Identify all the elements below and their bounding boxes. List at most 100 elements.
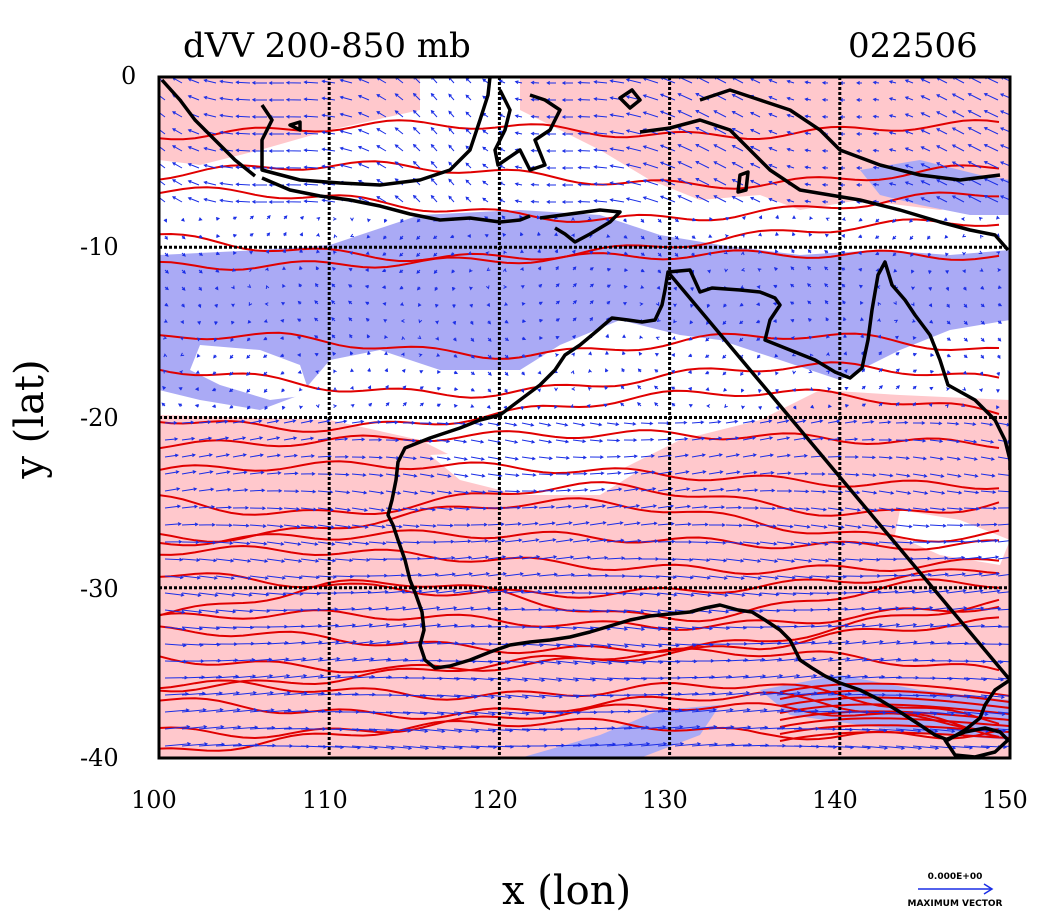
wind-vector-arrow	[394, 195, 404, 203]
wind-vector-arrow	[793, 558, 813, 563]
wind-vector-arrow	[951, 127, 965, 135]
wind-vector-arrow	[911, 269, 915, 274]
wind-vector-arrow	[912, 507, 930, 512]
wind-vector-arrow	[265, 267, 269, 272]
wind-vector-arrow	[504, 473, 520, 478]
wind-vector-arrow	[1032, 320, 1035, 323]
wind-vector-arrow	[980, 506, 998, 511]
wind-vector-arrow	[775, 231, 779, 237]
wind-vector-arrow	[731, 111, 744, 118]
wind-vector-arrow	[282, 283, 286, 288]
wind-vector-arrow	[435, 336, 440, 341]
wind-vector-arrow	[810, 558, 830, 563]
wind-vector-arrow	[264, 302, 269, 306]
wind-vector-arrow	[946, 539, 965, 544]
wind-vector-arrow	[929, 370, 935, 374]
wind-vector-arrow	[999, 195, 1010, 201]
wind-vector-arrow	[638, 351, 643, 356]
wind-vector-arrow	[593, 148, 608, 152]
wind-vector-arrow	[980, 354, 985, 359]
wind-vector-arrow	[214, 320, 218, 326]
wind-vector-arrow	[198, 286, 203, 291]
wind-vector-arrow	[285, 114, 302, 119]
wind-vector-arrow	[962, 269, 966, 274]
wind-vector-arrow	[171, 145, 183, 152]
wind-vector-arrow	[980, 422, 994, 427]
wind-vector-arrow	[606, 643, 629, 648]
wind-vector-arrow	[1015, 303, 1018, 306]
wind-vector-arrow	[470, 387, 475, 392]
contour-line	[159, 361, 1000, 399]
wind-vector-arrow	[164, 539, 183, 544]
wind-vector-arrow	[470, 589, 491, 594]
wind-vector-arrow	[872, 148, 880, 153]
wind-vector-arrow	[235, 114, 251, 119]
wind-vector-arrow	[946, 387, 951, 391]
wind-vector-arrow	[266, 592, 287, 597]
wind-vector-arrow	[1049, 744, 1059, 747]
wind-vector-arrow	[555, 572, 575, 577]
wind-vector-arrow	[502, 232, 507, 237]
wind-vector-arrow	[351, 524, 369, 529]
wind-vector-arrow	[589, 487, 606, 492]
wind-vector-arrow	[314, 335, 319, 339]
wind-vector-arrow	[773, 284, 778, 289]
wind-vector-arrow	[625, 129, 642, 135]
wind-vector-arrow	[857, 251, 863, 255]
wind-vector-arrow	[623, 609, 645, 614]
wind-vector-arrow	[810, 640, 833, 645]
wind-vector-arrow	[1049, 728, 1059, 731]
wind-vector-arrow	[929, 421, 943, 426]
graticule	[159, 77, 1010, 758]
wind-vector-arrow	[606, 267, 612, 272]
wind-vector-arrow	[538, 555, 558, 560]
wind-vector-arrow	[537, 370, 542, 375]
wind-vector-arrow	[790, 336, 795, 340]
wind-vector-arrow	[572, 471, 588, 476]
wind-vector-arrow	[164, 504, 182, 509]
wind-vector-arrow	[203, 180, 217, 186]
wind-vector-arrow	[878, 745, 906, 750]
wind-vector-arrow	[810, 575, 830, 580]
wind-vector-arrow	[561, 132, 573, 136]
wind-vector-arrow	[181, 286, 186, 291]
wind-vector-arrow	[164, 437, 179, 441]
wind-vector-arrow	[689, 320, 694, 325]
wind-vector-arrow	[266, 691, 291, 696]
wind-vector-arrow	[804, 165, 812, 170]
wind-vector-arrow	[419, 490, 436, 495]
wind-vector-arrow	[554, 232, 558, 237]
wind-vector-arrow	[251, 80, 268, 85]
wind-vector-arrow	[893, 301, 897, 306]
wind-vector-arrow	[555, 283, 560, 288]
wind-vector-arrow	[759, 691, 784, 696]
wind-vector-arrow	[1018, 179, 1032, 185]
wind-vector-arrow	[381, 285, 387, 289]
wind-vector-arrow	[589, 316, 594, 322]
wind-vector-arrow	[469, 303, 473, 308]
wind-vector-arrow	[416, 269, 421, 274]
wind-vector-arrow	[453, 606, 475, 611]
wind-vector-arrow	[945, 404, 949, 408]
wind-vector-arrow	[430, 109, 438, 118]
wind-vector-arrow	[758, 250, 762, 255]
wind-vector-arrow	[725, 217, 730, 221]
wind-vector-arrow	[673, 303, 677, 308]
wind-vector-arrow	[929, 728, 956, 734]
wind-vector-arrow	[367, 385, 372, 390]
wind-vector-arrow	[759, 558, 779, 563]
wind-vector-arrow	[514, 182, 523, 186]
wind-vector-arrow	[555, 660, 579, 665]
wind-vector-arrow	[203, 197, 217, 203]
wind-vector-arrow	[1049, 440, 1059, 443]
wind-vector-arrow	[230, 337, 234, 342]
wind-vector-arrow	[203, 146, 217, 152]
wind-vector-arrow	[235, 148, 251, 153]
wind-vector-arrow	[283, 691, 308, 696]
wind-vector-arrow	[659, 161, 676, 169]
wind-vector-arrow	[1032, 626, 1052, 629]
wind-vector-arrow	[401, 336, 406, 341]
wind-vector-arrow	[1048, 320, 1051, 323]
wind-vector-arrow	[436, 606, 458, 611]
wind-vector-arrow	[555, 300, 561, 305]
